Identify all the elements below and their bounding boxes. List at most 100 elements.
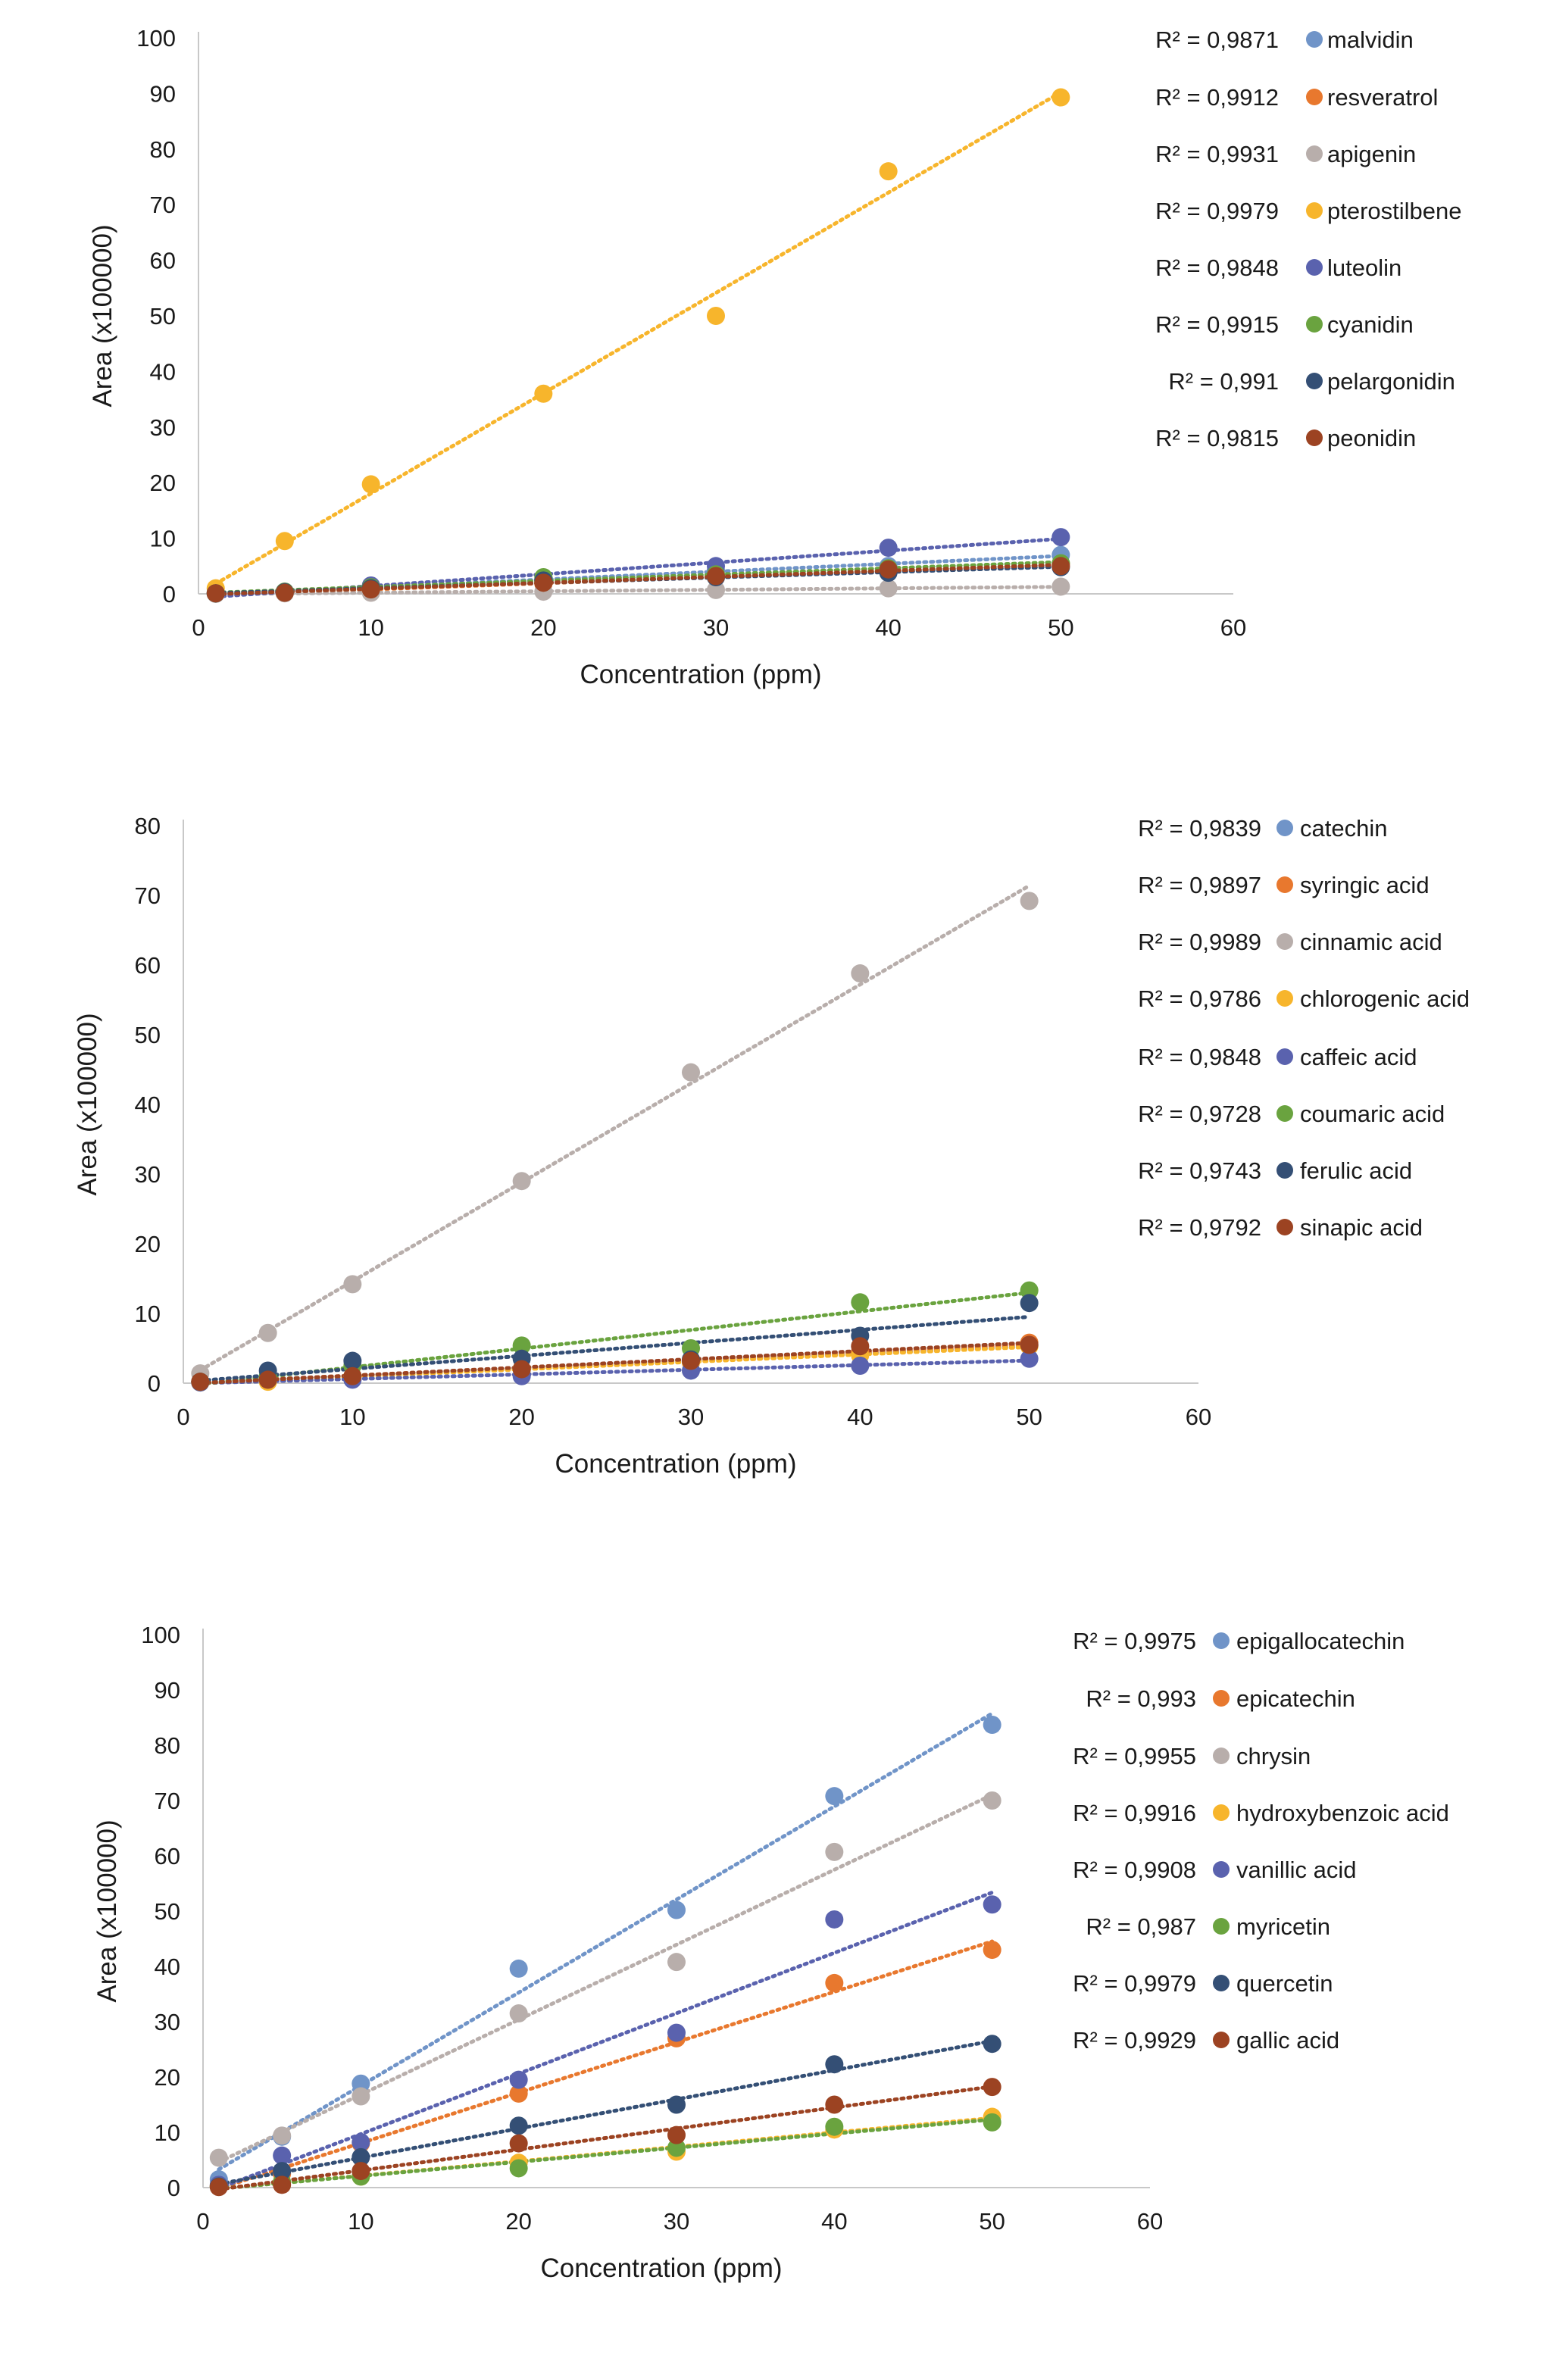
data-point (825, 2117, 844, 2136)
data-point (258, 1370, 277, 1389)
data-point (258, 1323, 277, 1342)
trendline-cyanidin (214, 560, 1063, 595)
data-point (1020, 1335, 1039, 1354)
y-tick-label: 40 (155, 1954, 180, 1980)
r-squared-label: R² = 0,9792 (1138, 1214, 1261, 1241)
x-tick-label: 60 (1137, 2208, 1163, 2235)
data-point (534, 573, 553, 592)
x-tick-label: 20 (505, 2208, 531, 2235)
data-point (667, 2125, 686, 2144)
legend-marker (1276, 820, 1293, 836)
data-point (1020, 1281, 1039, 1300)
trendline-gallic-acid (217, 2085, 995, 2191)
data-point (352, 2162, 370, 2181)
trendline-malvidin (214, 554, 1063, 597)
legend-label: quercetin (1236, 1970, 1333, 1997)
y-tick-label: 60 (150, 248, 176, 274)
y-tick-label: 20 (150, 470, 176, 496)
data-point (273, 2126, 292, 2145)
x-tick-label: 0 (192, 614, 205, 641)
trendline-luteolin (214, 536, 1063, 599)
y-tick-label: 10 (150, 526, 176, 552)
r-squared-label: R² = 0,9929 (1073, 2027, 1196, 2054)
legend-marker (1306, 429, 1323, 446)
data-point (667, 2023, 686, 2042)
data-point (1051, 528, 1070, 547)
data-point (509, 2004, 528, 2023)
r-squared-label: R² = 0,991 (1168, 368, 1279, 395)
y-tick-label: 30 (135, 1161, 161, 1188)
data-point (509, 2159, 528, 2178)
legend-marker (1306, 145, 1323, 162)
data-point (682, 1351, 700, 1370)
legend-label: epicatechin (1236, 1685, 1355, 1712)
trendline-epicatechin (217, 1939, 995, 2191)
r-squared-label: R² = 0,9848 (1138, 1044, 1261, 1070)
y-tick-label: 0 (163, 581, 176, 607)
legend-marker (1306, 316, 1323, 333)
legend-label: catechin (1300, 815, 1387, 842)
data-point (983, 1715, 1001, 1734)
data-point (509, 2116, 528, 2135)
x-tick-label: 60 (1220, 614, 1246, 641)
legend-label: caffeic acid (1300, 1044, 1417, 1070)
x-tick-label: 0 (177, 1404, 189, 1430)
legend-label: ferulic acid (1300, 1157, 1412, 1184)
trendlines (198, 883, 1032, 1386)
legend-label: syringic acid (1300, 872, 1430, 898)
data-point (851, 1293, 870, 1312)
trendline-peonidin (214, 563, 1063, 596)
x-tick-label: 50 (1016, 1404, 1042, 1430)
data-point (667, 1953, 686, 1972)
y-tick-label: 80 (155, 1732, 180, 1759)
x-tick-label: 40 (847, 1404, 873, 1430)
legend-marker (1213, 1861, 1230, 1878)
legend-label: sinapic acid (1300, 1214, 1423, 1241)
data-point (273, 2175, 292, 2194)
r-squared-label: R² = 0,9912 (1155, 84, 1279, 111)
data-point (879, 560, 898, 579)
data-point (509, 2134, 528, 2153)
trendline-cinnamic-acid (198, 883, 1032, 1373)
data-point (983, 2035, 1001, 2054)
data-point (983, 1895, 1001, 1914)
x-tick-label: 30 (678, 1404, 704, 1430)
x-tick-label: 30 (664, 2208, 689, 2235)
data-point (983, 1791, 1001, 1810)
x-tick-label: 0 (196, 2208, 209, 2235)
r-squared-label: R² = 0,9728 (1138, 1101, 1261, 1127)
data-point (1020, 1349, 1039, 1368)
y-tick-label: 50 (155, 1898, 180, 1925)
data-point (352, 2147, 370, 2166)
y-tick-label: 40 (150, 358, 176, 385)
trendline-vanillic-acid (217, 1890, 995, 2191)
x-tick-label: 10 (339, 1404, 365, 1430)
data-point (1020, 1294, 1039, 1313)
legend-label: hydroxybenzoic acid (1236, 1800, 1449, 1826)
r-squared-label: R² = 0,9786 (1138, 985, 1261, 1012)
legend-marker (1213, 1748, 1230, 1764)
data-point (352, 2087, 370, 2106)
legend-marker (1276, 1048, 1293, 1065)
trendline-ferulic-acid (198, 1314, 1032, 1383)
trendline-pterostilbene (214, 90, 1063, 586)
legend-label: luteolin (1327, 255, 1401, 281)
data-point (851, 1357, 870, 1375)
data-point (825, 1787, 844, 1806)
r-squared-label: R² = 0,9979 (1073, 1970, 1196, 1997)
data-point (509, 1959, 528, 1978)
trendline-apigenin (214, 585, 1063, 596)
legend-marker (1213, 1690, 1230, 1707)
data-point (707, 307, 725, 325)
r-squared-label: R² = 0,9955 (1073, 1743, 1196, 1769)
y-tick-label: 80 (135, 813, 161, 839)
data-point (1020, 892, 1039, 910)
series-pterostilbene (206, 88, 1070, 598)
chart-3: 0 10 20 30 40 50 60 70 80 90 100 0 10 20 30 40 50 60 Conce… (92, 1622, 1449, 2283)
trendline-sinapic-acid (198, 1341, 1032, 1385)
y-axis-title: Area (x100000) (88, 224, 117, 407)
data-point (1051, 557, 1070, 576)
data-point (983, 2113, 1001, 2132)
y-tick-label: 60 (155, 1843, 180, 1869)
y-axis-title: Area (x100000) (73, 1013, 102, 1195)
